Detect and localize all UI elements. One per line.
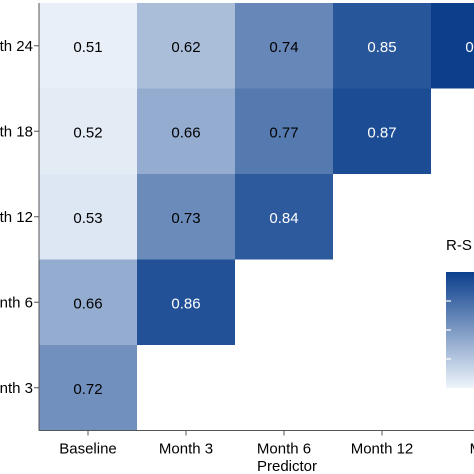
y-tick-label: nth 18 [0, 123, 33, 140]
heatmap-cell [137, 3, 235, 89]
y-tick-label: onth 6 [0, 294, 33, 311]
heatmap-cell-labels: 0.51 0.62 0.74 0.85 0.90 0.52 0.66 0.77 0.87 0.53… [73, 39, 474, 398]
cell-value-label: 0.53 [73, 210, 102, 227]
colorbar-ticks [446, 300, 451, 360]
heatmap-cell [39, 88, 137, 174]
cell-value-label: 0.87 [367, 124, 396, 141]
heatmap-cell [333, 88, 431, 174]
heatmap-cell [137, 174, 235, 260]
cell-value-label: 0.72 [73, 381, 102, 398]
x-axis-ticks: Baseline Month 3 Month 6 Month 12 Mo [59, 430, 474, 458]
cell-value-label: 0.85 [367, 39, 396, 56]
cell-value-label: 0.62 [171, 39, 200, 56]
cell-value-label: 0.90 [465, 39, 474, 56]
heatmap-cells [39, 3, 474, 431]
heatmap-cell [39, 174, 137, 260]
cell-value-label: 0.74 [269, 39, 298, 56]
cell-value-label: 0.66 [73, 295, 102, 312]
heatmap-cell [137, 259, 235, 345]
cell-value-label: 0.66 [171, 124, 200, 141]
x-tick-label: Month 6 [257, 441, 311, 458]
cell-value-label: 0.73 [171, 210, 200, 227]
x-tick-label: Baseline [59, 441, 117, 458]
heatmap-cell [39, 259, 137, 345]
y-tick-label: nth 3 [0, 380, 33, 397]
colorbar-legend: R-S [446, 237, 474, 388]
cell-value-label: 0.52 [73, 124, 102, 141]
heatmap-cell [235, 174, 333, 260]
heatmap-cell [431, 3, 474, 89]
cell-value-label: 0.51 [73, 39, 102, 56]
y-axis-ticks: nth 3 onth 6 nth 12 nth 18 nth 24 [0, 38, 39, 397]
heatmap-cell [235, 3, 333, 89]
heatmap-cell [39, 3, 137, 89]
x-tick-label: Month 12 [351, 441, 414, 458]
cell-value-label: 0.84 [269, 210, 298, 227]
y-tick-label: nth 24 [0, 38, 33, 55]
heatmap-cell [235, 88, 333, 174]
heatmap-cell [333, 3, 431, 89]
cell-value-label: 0.77 [269, 124, 298, 141]
heatmap-cell [137, 88, 235, 174]
x-axis-title: Predictor [257, 458, 317, 474]
cell-value-label: 0.86 [171, 295, 200, 312]
x-tick-label: Mo [470, 441, 474, 458]
x-tick-label: Month 3 [159, 441, 213, 458]
legend-title: R-S [446, 237, 472, 254]
heatmap-cell [39, 345, 137, 431]
y-tick-label: nth 12 [0, 209, 33, 226]
